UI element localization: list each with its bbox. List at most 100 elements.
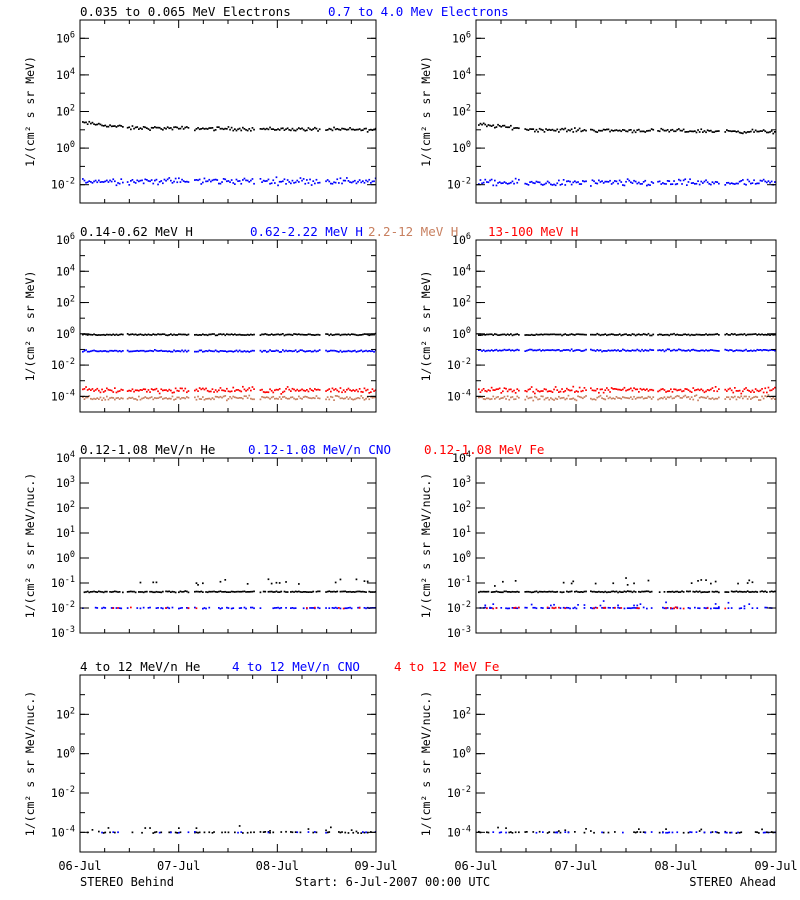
data-point	[179, 607, 182, 609]
data-point	[142, 606, 145, 609]
data-point	[750, 349, 752, 352]
data-point	[633, 129, 635, 132]
data-point	[179, 398, 182, 400]
plot-frame	[79, 674, 377, 853]
data-point	[601, 607, 603, 609]
data-point	[195, 582, 198, 584]
y-tick-label: 106	[452, 30, 471, 45]
data-point	[601, 350, 603, 353]
data-point	[508, 126, 511, 129]
data-point	[490, 333, 493, 336]
data-point	[162, 333, 164, 335]
data-point	[251, 590, 254, 593]
data-point	[333, 126, 335, 129]
data-point	[730, 590, 733, 593]
y-tick-label: 106	[56, 30, 75, 45]
data-point	[158, 831, 161, 834]
y-tick-label: 104	[56, 67, 75, 82]
data-point	[139, 607, 142, 610]
data-point	[646, 334, 648, 336]
data-point	[649, 334, 651, 337]
data-point	[687, 590, 690, 593]
data-point	[85, 333, 87, 336]
data-point	[339, 590, 342, 593]
data-point	[154, 126, 156, 128]
data-point	[570, 183, 573, 186]
data-point	[198, 831, 201, 834]
data-point	[591, 179, 594, 182]
data-point	[594, 182, 597, 184]
data-point	[285, 591, 287, 593]
data-point	[294, 389, 297, 392]
data-point	[505, 334, 507, 336]
data-point	[543, 333, 546, 336]
data-point	[344, 607, 347, 610]
data-point	[514, 606, 517, 609]
data-point	[532, 334, 535, 336]
y-tick-label: 10-2	[447, 600, 471, 615]
data-point	[662, 606, 664, 609]
data-point	[309, 397, 311, 399]
data-point	[558, 179, 560, 182]
data-point	[518, 349, 520, 352]
data-point	[748, 131, 751, 133]
data-point	[663, 129, 666, 132]
data-point	[591, 349, 594, 352]
data-point	[729, 398, 731, 401]
data-point	[214, 389, 217, 391]
data-point	[628, 397, 631, 400]
data-point	[232, 129, 235, 132]
data-point	[118, 607, 121, 609]
data-point	[173, 591, 175, 593]
data-point	[346, 396, 348, 398]
data-point	[253, 607, 255, 610]
data-point	[99, 396, 102, 399]
data-point	[290, 333, 292, 336]
data-point	[658, 333, 661, 336]
data-point	[208, 831, 211, 834]
data-point	[671, 397, 674, 400]
data-point	[602, 398, 605, 400]
data-point	[671, 349, 674, 352]
data-point	[317, 606, 319, 609]
data-point	[641, 348, 643, 351]
data-point	[187, 831, 190, 834]
y-tick-label: 102	[452, 500, 471, 515]
data-point	[594, 591, 597, 593]
data-point	[620, 397, 623, 400]
data-point	[136, 389, 139, 392]
data-point	[221, 607, 223, 609]
data-point	[101, 181, 103, 183]
y-axis-label: 1/(cm² s sr MeV)	[23, 271, 37, 382]
data-point	[665, 601, 667, 604]
data-point	[270, 350, 273, 352]
data-point	[358, 388, 361, 390]
data-point	[328, 590, 331, 593]
data-point	[746, 398, 749, 400]
data-point	[253, 333, 255, 336]
data-point	[545, 182, 547, 185]
data-point	[644, 831, 647, 834]
data-point	[535, 388, 538, 391]
data-point	[160, 349, 163, 352]
data-point	[666, 390, 669, 393]
data-point	[508, 591, 511, 593]
data-point	[737, 130, 739, 133]
data-point	[644, 397, 647, 399]
data-point	[194, 606, 196, 609]
data-point	[354, 349, 356, 352]
data-point	[666, 396, 669, 399]
data-point	[665, 349, 667, 352]
data-point	[267, 590, 270, 593]
data-point	[150, 179, 153, 181]
data-point	[106, 395, 108, 398]
data-point	[98, 830, 100, 833]
data-point	[341, 590, 343, 593]
data-point	[330, 349, 332, 352]
data-point	[542, 349, 544, 351]
data-point	[357, 128, 359, 131]
data-point	[142, 126, 145, 128]
data-point	[176, 396, 179, 399]
data-point	[518, 127, 520, 130]
data-point	[754, 183, 757, 185]
